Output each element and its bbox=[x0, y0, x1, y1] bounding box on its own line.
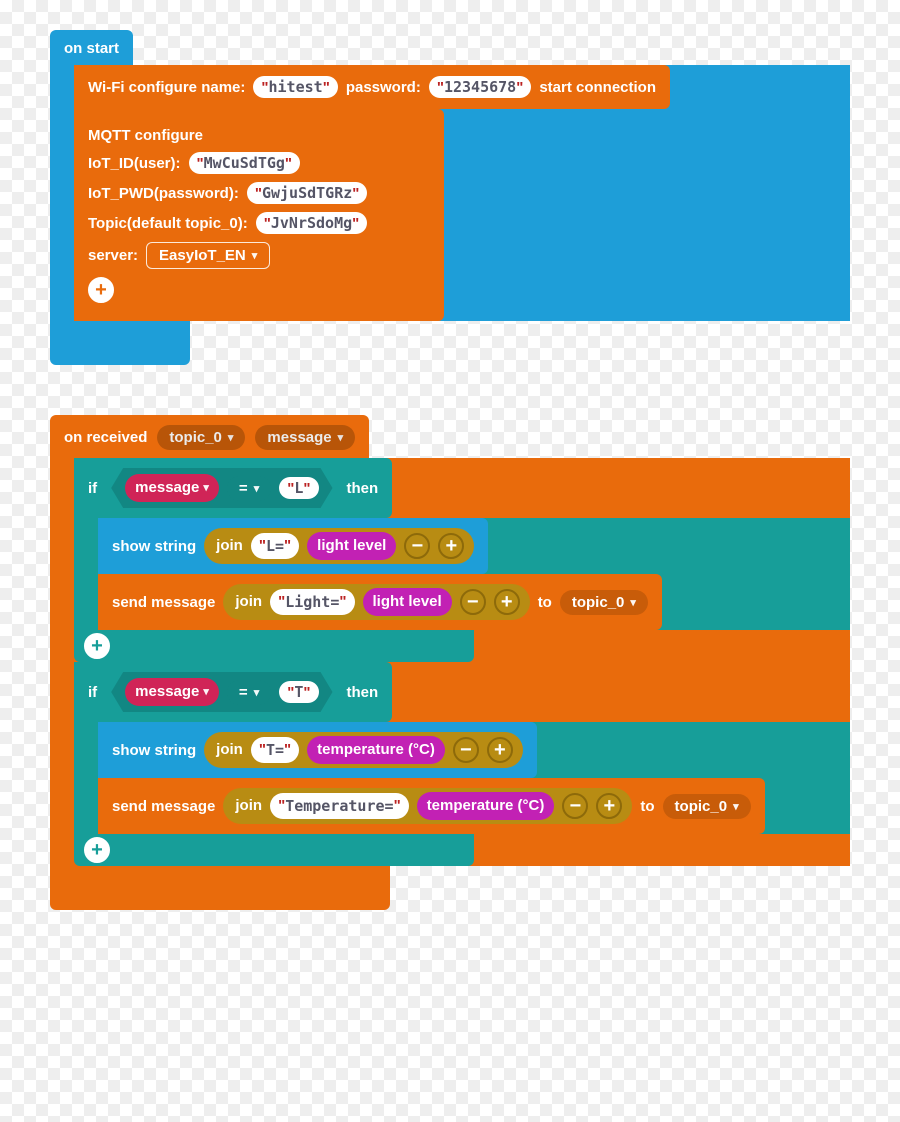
compare-L-value[interactable]: "L" bbox=[279, 477, 318, 499]
mqtt-add-button[interactable]: + bbox=[88, 277, 114, 303]
temperature-pill[interactable]: temperature (°C) bbox=[307, 736, 445, 764]
wifi-label-mid: password: bbox=[346, 79, 421, 96]
chevron-down-icon: ▾ bbox=[254, 686, 260, 699]
compare-T-value[interactable]: "T" bbox=[279, 681, 318, 703]
mqtt-topic-input[interactable]: "JvNrSdoMg" bbox=[256, 212, 368, 234]
chevron-down-icon: ▾ bbox=[254, 482, 260, 495]
join-Light[interactable]: join "Light=" light level − + bbox=[223, 584, 529, 620]
send-L-topic-dropdown[interactable]: topic_0▾ bbox=[560, 590, 648, 615]
received-message-dropdown[interactable]: message▾ bbox=[255, 425, 355, 450]
chevron-down-icon: ▾ bbox=[252, 249, 258, 262]
join-L-plus[interactable]: + bbox=[438, 533, 464, 559]
chevron-down-icon: ▾ bbox=[733, 800, 739, 813]
on-start-label: on start bbox=[64, 40, 119, 57]
if-T-head[interactable]: if message▾ =▾ "T" then bbox=[74, 662, 392, 722]
send-T-topic-dropdown[interactable]: topic_0▾ bbox=[663, 794, 751, 819]
send-message-label: send message bbox=[112, 798, 215, 815]
on-received-label: on received bbox=[64, 429, 147, 446]
if-T-add[interactable]: + bbox=[84, 837, 110, 863]
on-start-block[interactable]: on start Wi-Fi configure name: "hitest" … bbox=[50, 30, 850, 365]
on-start-hat[interactable]: on start bbox=[50, 30, 133, 65]
compare-T-hex: message▾ =▾ "T" bbox=[111, 672, 332, 712]
temperature-pill[interactable]: temperature (°C) bbox=[417, 792, 555, 820]
wifi-label-pre: Wi-Fi configure name: bbox=[88, 79, 245, 96]
if-L-foot: + bbox=[74, 630, 474, 662]
join-L-prefix[interactable]: "L=" bbox=[251, 533, 299, 559]
if-L-block[interactable]: if message▾ =▾ "L" then bbox=[74, 458, 850, 662]
join-label: join bbox=[216, 739, 243, 761]
mqtt-iotid-input[interactable]: "MwCuSdTGg" bbox=[189, 152, 301, 174]
join-label: join bbox=[216, 535, 243, 557]
wifi-label-post: start connection bbox=[539, 79, 656, 96]
if-L-add[interactable]: + bbox=[84, 633, 110, 659]
chevron-down-icon: ▾ bbox=[228, 431, 234, 444]
show-string-L[interactable]: show string join "L=" light level − + bbox=[98, 518, 488, 574]
on-received-hat[interactable]: on received topic_0▾ message▾ bbox=[50, 415, 369, 458]
join-label: join bbox=[235, 591, 262, 613]
received-topic-dropdown[interactable]: topic_0▾ bbox=[157, 425, 245, 450]
mqtt-configure-block[interactable]: MQTT configure IoT_ID(user): "MwCuSdTGg"… bbox=[74, 109, 444, 321]
light-level-pill[interactable]: light level bbox=[307, 532, 396, 560]
on-received-body: if message▾ =▾ "L" then bbox=[50, 458, 850, 866]
wifi-name-input[interactable]: "hitest" bbox=[253, 76, 337, 98]
chevron-down-icon: ▾ bbox=[338, 431, 344, 444]
mqtt-title: MQTT configure bbox=[88, 127, 203, 144]
chevron-down-icon: ▾ bbox=[203, 681, 209, 703]
chevron-down-icon: ▾ bbox=[203, 477, 209, 499]
join-L-minus[interactable]: − bbox=[404, 533, 430, 559]
wifi-configure-block[interactable]: Wi-Fi configure name: "hitest" password:… bbox=[74, 65, 670, 109]
eq-dropdown-L[interactable]: =▾ bbox=[227, 476, 271, 501]
mqtt-iotpwd-input[interactable]: "GwjuSdTGRz" bbox=[247, 182, 368, 204]
join-Temp[interactable]: join "Temperature=" temperature (°C) − + bbox=[223, 788, 632, 824]
if-T-foot: + bbox=[74, 834, 474, 866]
on-received-block[interactable]: on received topic_0▾ message▾ if message… bbox=[50, 415, 850, 910]
then-label: then bbox=[347, 480, 379, 497]
join-T-plus[interactable]: + bbox=[487, 737, 513, 763]
if-L-body: show string join "L=" light level − + bbox=[74, 518, 850, 630]
join-Light-prefix[interactable]: "Light=" bbox=[270, 589, 354, 615]
join-Temp-minus[interactable]: − bbox=[562, 793, 588, 819]
message-var-L[interactable]: message▾ bbox=[125, 474, 219, 502]
if-label: if bbox=[88, 684, 97, 701]
eq-dropdown-T[interactable]: =▾ bbox=[227, 680, 271, 705]
if-T-body: show string join "T=" temperature (°C) −… bbox=[74, 722, 850, 834]
send-message-T[interactable]: send message join "Temperature=" tempera… bbox=[98, 778, 765, 834]
join-label: join bbox=[235, 795, 262, 817]
join-Light-minus[interactable]: − bbox=[460, 589, 486, 615]
join-Temp-prefix[interactable]: "Temperature=" bbox=[270, 793, 409, 819]
send-message-L[interactable]: send message join "Light=" light level −… bbox=[98, 574, 662, 630]
if-T-block[interactable]: if message▾ =▾ "T" then bbox=[74, 662, 850, 866]
wifi-password-input[interactable]: "12345678" bbox=[429, 76, 532, 98]
on-received-foot bbox=[50, 866, 390, 910]
then-label: then bbox=[347, 684, 379, 701]
chevron-down-icon: ▾ bbox=[630, 596, 636, 609]
mqtt-server-label: server: bbox=[88, 247, 138, 264]
show-string-T[interactable]: show string join "T=" temperature (°C) −… bbox=[98, 722, 537, 778]
on-start-foot bbox=[50, 321, 190, 365]
show-string-label: show string bbox=[112, 742, 196, 759]
send-message-label: send message bbox=[112, 594, 215, 611]
compare-L-hex: message▾ =▾ "L" bbox=[111, 468, 332, 508]
if-L-head[interactable]: if message▾ =▾ "L" then bbox=[74, 458, 392, 518]
to-label: to bbox=[640, 798, 654, 815]
mqtt-iotpwd-label: IoT_PWD(password): bbox=[88, 185, 239, 202]
to-label: to bbox=[538, 594, 552, 611]
show-string-label: show string bbox=[112, 538, 196, 555]
message-var-T[interactable]: message▾ bbox=[125, 678, 219, 706]
join-Light-plus[interactable]: + bbox=[494, 589, 520, 615]
join-T-prefix[interactable]: "T=" bbox=[251, 737, 299, 763]
light-level-pill[interactable]: light level bbox=[363, 588, 452, 616]
mqtt-topic-label: Topic(default topic_0): bbox=[88, 215, 248, 232]
if-label: if bbox=[88, 480, 97, 497]
on-start-body: Wi-Fi configure name: "hitest" password:… bbox=[50, 65, 850, 321]
block-canvas: on start Wi-Fi configure name: "hitest" … bbox=[50, 30, 850, 910]
mqtt-server-dropdown[interactable]: EasyIoT_EN▾ bbox=[146, 242, 270, 269]
join-T-minus[interactable]: − bbox=[453, 737, 479, 763]
join-T[interactable]: join "T=" temperature (°C) − + bbox=[204, 732, 523, 768]
mqtt-iotid-label: IoT_ID(user): bbox=[88, 155, 181, 172]
join-Temp-plus[interactable]: + bbox=[596, 793, 622, 819]
join-L[interactable]: join "L=" light level − + bbox=[204, 528, 474, 564]
